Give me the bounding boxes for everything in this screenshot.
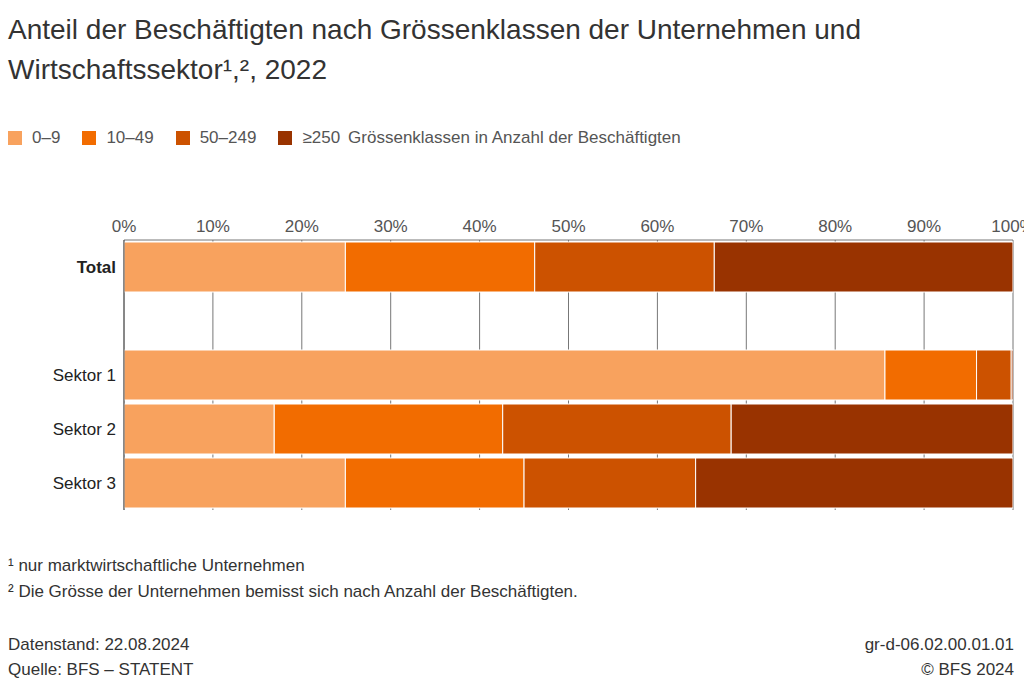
html-text:Quelle: BFS – STATENT: Quelle: BFS – STATENT bbox=[8, 660, 194, 679]
svg-text:20%: 20% bbox=[285, 217, 319, 236]
svg-text:Sektor 2: Sektor 2 bbox=[53, 420, 116, 439]
svg-text:Sektor 1: Sektor 1 bbox=[53, 366, 116, 385]
html-text:© BFS 2024: © BFS 2024 bbox=[921, 660, 1014, 679]
svg-text:Sektor 3: Sektor 3 bbox=[53, 474, 116, 493]
svg-text:Total: Total bbox=[77, 258, 116, 277]
svg-text:60%: 60% bbox=[640, 217, 674, 236]
svg-text:40%: 40% bbox=[463, 217, 497, 236]
html-text:Grössenklassen in Anzahl der B: Grössenklassen in Anzahl der Beschäftigt… bbox=[348, 128, 681, 147]
html-text:Datenstand: 22.08.2024: Datenstand: 22.08.2024 bbox=[8, 635, 190, 654]
svg-text:90%: 90% bbox=[907, 217, 941, 236]
svg-text:100%: 100% bbox=[991, 217, 1016, 236]
svg-text:80%: 80% bbox=[818, 217, 852, 236]
svg-text:0%: 0% bbox=[112, 217, 137, 236]
svg-text:70%: 70% bbox=[729, 217, 763, 236]
html-text:Anteil der Beschäftigten nach: Anteil der Beschäftigten nach Grössenkla… bbox=[8, 14, 861, 85]
html-text:0–9: 0–9 bbox=[32, 128, 61, 147]
svg-text:30%: 30% bbox=[374, 217, 408, 236]
html-text:≥250: ≥250 bbox=[302, 128, 341, 147]
html-text:² Die Grösse der Unternehmen b: ² Die Grösse der Unternehmen bemisst sic… bbox=[8, 582, 578, 601]
html-text:50–249: 50–249 bbox=[199, 128, 257, 147]
html-text:10–49: 10–49 bbox=[106, 128, 154, 147]
html-text:gr-d-06.02.00.01.01: gr-d-06.02.00.01.01 bbox=[864, 635, 1014, 654]
svg-text:10%: 10% bbox=[196, 217, 230, 236]
svg-text:50%: 50% bbox=[551, 217, 585, 236]
html-text:¹ nur marktwirtschaftliche Unt: ¹ nur marktwirtschaftliche Unternehmen bbox=[8, 556, 305, 575]
